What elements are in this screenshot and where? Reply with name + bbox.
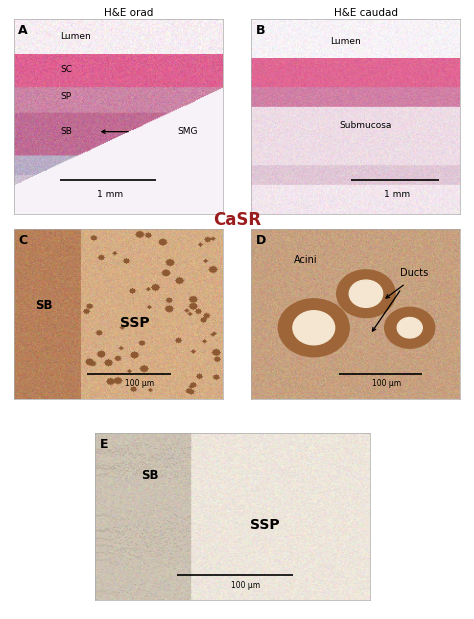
Circle shape [293, 311, 335, 345]
Text: 100 μm: 100 μm [372, 379, 401, 389]
Text: Acini: Acini [293, 254, 317, 265]
Circle shape [337, 270, 395, 318]
Text: Submucosa: Submucosa [340, 121, 392, 131]
Circle shape [278, 299, 349, 357]
Text: SSP: SSP [120, 316, 150, 330]
Text: SB: SB [35, 299, 52, 312]
Text: 100 μm: 100 μm [231, 581, 261, 590]
Text: 1 mm: 1 mm [384, 189, 410, 199]
Text: D: D [255, 234, 265, 247]
Text: SP: SP [60, 92, 71, 101]
Text: B: B [255, 24, 265, 37]
Text: E: E [100, 438, 109, 451]
Title: H&E caudad: H&E caudad [334, 8, 398, 18]
Text: SMG: SMG [177, 127, 197, 136]
Circle shape [385, 307, 435, 348]
Text: SB: SB [141, 469, 158, 482]
Text: CaSR: CaSR [213, 210, 261, 229]
Text: 100 μm: 100 μm [125, 379, 154, 389]
Text: 1 mm: 1 mm [97, 189, 123, 199]
Text: SSP: SSP [250, 518, 280, 532]
Text: A: A [18, 24, 28, 37]
Circle shape [349, 280, 383, 307]
Title: H&E orad: H&E orad [104, 8, 154, 18]
Text: SB: SB [60, 127, 72, 136]
Text: C: C [18, 234, 27, 247]
Text: Lumen: Lumen [330, 38, 360, 46]
Text: Lumen: Lumen [60, 32, 91, 41]
Circle shape [397, 318, 422, 338]
Text: SC: SC [60, 65, 72, 74]
Text: Ducts: Ducts [400, 268, 428, 279]
